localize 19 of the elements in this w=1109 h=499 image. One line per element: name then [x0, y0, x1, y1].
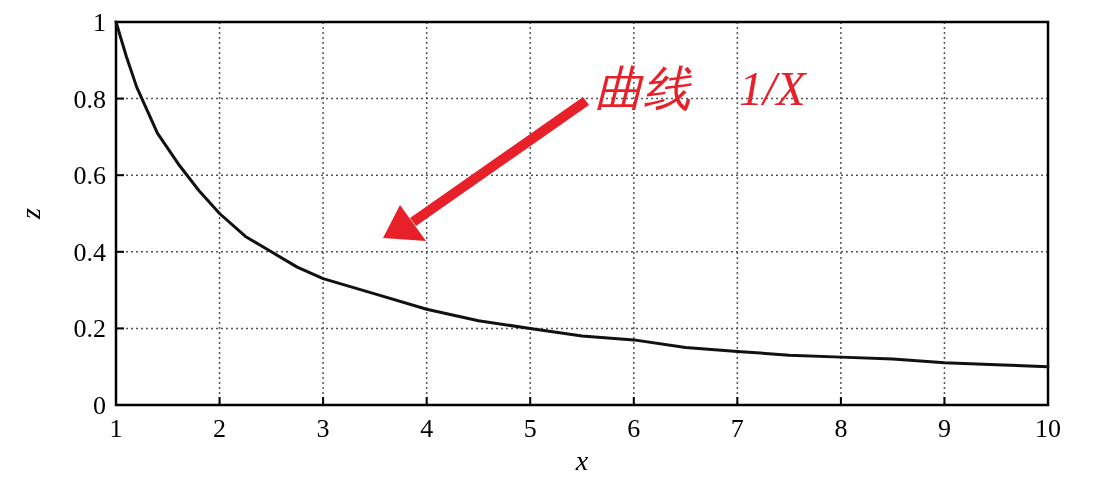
x-tick-label: 3 — [316, 414, 330, 443]
x-tick-label: 6 — [627, 414, 641, 443]
annotation: 曲线 1/X — [595, 62, 808, 115]
y-tick-label: 0.6 — [73, 161, 106, 191]
x-tick-label: 8 — [834, 414, 848, 443]
y-tick-label: 0.8 — [73, 84, 106, 114]
x-tick-label: 10 — [1035, 414, 1061, 443]
y-tick-label: 0.4 — [73, 237, 106, 267]
y-tick-label: 1 — [93, 8, 106, 37]
x-tick-label: 7 — [730, 414, 744, 443]
x-tick-label: 9 — [937, 414, 951, 443]
x-tick-label: 5 — [523, 414, 537, 443]
x-tick-label: 2 — [213, 414, 227, 443]
y-tick-label: 0 — [93, 391, 106, 420]
x-tick-label: 4 — [420, 414, 434, 443]
y-tick-label: 0.2 — [73, 314, 106, 344]
y-axis-title: z — [15, 207, 46, 220]
x-axis-title: x — [574, 445, 589, 476]
line-series — [114, 20, 1050, 369]
